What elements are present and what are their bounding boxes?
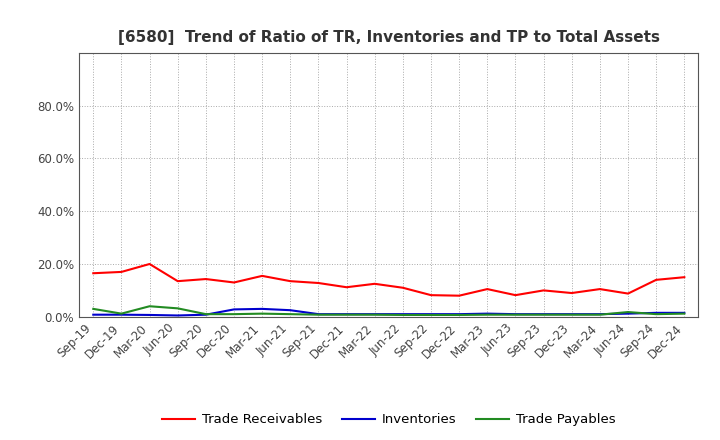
Trade Payables xyxy=(230,312,238,317)
Trade Receivables xyxy=(314,280,323,286)
Inventories xyxy=(145,312,154,318)
Inventories xyxy=(483,311,492,316)
Trade Payables xyxy=(483,312,492,317)
Inventories xyxy=(595,312,604,317)
Trade Receivables xyxy=(174,279,182,284)
Trade Receivables xyxy=(258,273,266,279)
Line: Trade Receivables: Trade Receivables xyxy=(94,264,684,296)
Trade Receivables xyxy=(624,291,632,296)
Inventories xyxy=(174,313,182,318)
Line: Trade Payables: Trade Payables xyxy=(94,306,684,315)
Trade Payables xyxy=(652,312,660,317)
Title: [6580]  Trend of Ratio of TR, Inventories and TP to Total Assets: [6580] Trend of Ratio of TR, Inventories… xyxy=(118,29,660,45)
Trade Payables xyxy=(539,312,548,317)
Inventories xyxy=(370,312,379,317)
Trade Payables xyxy=(399,312,408,318)
Trade Receivables xyxy=(145,261,154,267)
Trade Receivables xyxy=(511,293,520,298)
Legend: Trade Receivables, Inventories, Trade Payables: Trade Receivables, Inventories, Trade Pa… xyxy=(157,408,621,432)
Inventories xyxy=(230,307,238,312)
Trade Payables xyxy=(202,312,210,317)
Trade Receivables xyxy=(342,285,351,290)
Trade Payables xyxy=(370,312,379,317)
Trade Payables xyxy=(145,304,154,309)
Trade Receivables xyxy=(286,279,294,284)
Trade Payables xyxy=(117,311,126,316)
Trade Receivables xyxy=(370,281,379,286)
Trade Payables xyxy=(567,312,576,317)
Trade Receivables xyxy=(427,293,436,298)
Trade Receivables xyxy=(680,275,688,280)
Inventories xyxy=(680,310,688,315)
Inventories xyxy=(258,306,266,312)
Trade Receivables xyxy=(567,290,576,296)
Trade Payables xyxy=(624,309,632,315)
Inventories xyxy=(286,308,294,313)
Trade Receivables xyxy=(202,276,210,282)
Inventories xyxy=(89,312,98,317)
Inventories xyxy=(567,312,576,317)
Trade Payables xyxy=(89,306,98,312)
Trade Payables xyxy=(342,312,351,317)
Trade Receivables xyxy=(539,288,548,293)
Trade Payables xyxy=(258,311,266,316)
Trade Receivables xyxy=(399,285,408,290)
Trade Payables xyxy=(174,306,182,311)
Trade Receivables xyxy=(483,286,492,292)
Trade Receivables xyxy=(230,280,238,285)
Line: Inventories: Inventories xyxy=(94,309,684,315)
Trade Payables xyxy=(427,312,436,318)
Inventories xyxy=(511,312,520,317)
Inventories xyxy=(427,312,436,317)
Trade Payables xyxy=(314,312,323,317)
Inventories xyxy=(624,311,632,316)
Trade Payables xyxy=(286,312,294,317)
Inventories xyxy=(455,312,464,317)
Trade Payables xyxy=(511,312,520,317)
Inventories xyxy=(539,312,548,317)
Inventories xyxy=(399,312,408,317)
Inventories xyxy=(117,312,126,317)
Inventories xyxy=(342,312,351,317)
Trade Receivables xyxy=(652,277,660,282)
Trade Payables xyxy=(680,311,688,316)
Trade Receivables xyxy=(455,293,464,298)
Trade Payables xyxy=(455,312,464,318)
Inventories xyxy=(314,312,323,317)
Trade Receivables xyxy=(595,286,604,292)
Inventories xyxy=(202,312,210,317)
Trade Payables xyxy=(595,312,604,317)
Trade Receivables xyxy=(89,271,98,276)
Trade Receivables xyxy=(117,269,126,275)
Inventories xyxy=(652,310,660,315)
